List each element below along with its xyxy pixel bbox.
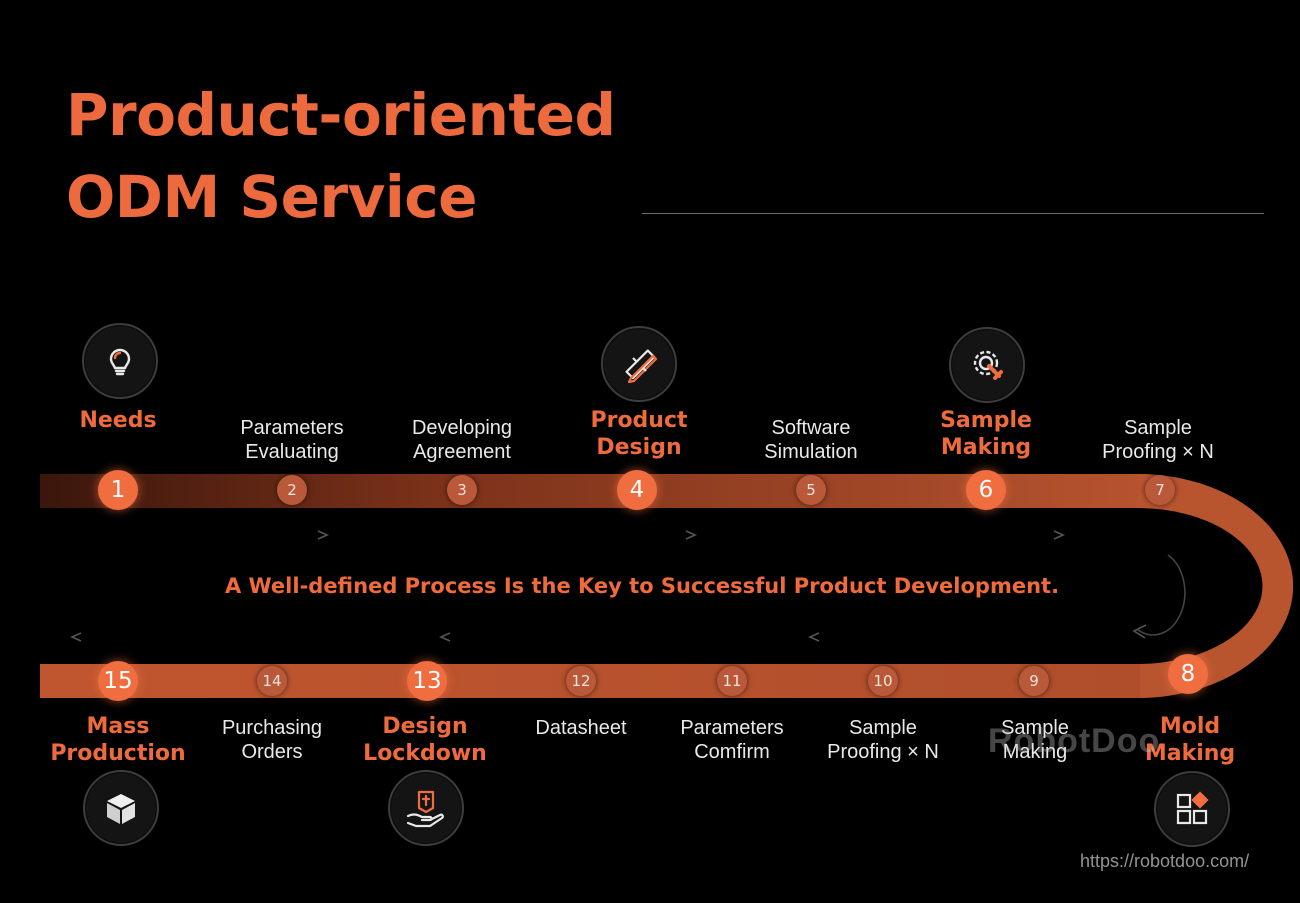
lightbulb-icon (82, 323, 158, 399)
step-label-7: Sample Proofing × N (1102, 416, 1214, 464)
step-node-9: 9 (1019, 666, 1049, 696)
watermark: RobotDoo (988, 722, 1161, 760)
step-label-10-line-1: Sample (849, 717, 917, 739)
step-label-13-line-2: Lockdown (363, 741, 487, 766)
website-url: https://robotdoo.com/ (1080, 851, 1250, 871)
step-label-14-line-1: Purchasing (221, 717, 323, 739)
step-label-9-line-1: Sample (1001, 717, 1069, 739)
title-line-1: Product-oriented (66, 81, 616, 149)
title-divider (642, 213, 1264, 214)
step-label-15: Mass Production (50, 713, 185, 767)
step-label-4-line-1: Product (590, 408, 688, 433)
step-node-1: 1 (98, 470, 138, 510)
box-icon (83, 770, 159, 846)
step-label-7-line-1: Sample (1124, 417, 1192, 439)
step-label-4: Product Design (590, 407, 687, 461)
arrow-right-3-head (1053, 530, 1065, 540)
step-label-6-line-1: Sample (940, 408, 1032, 433)
step-node-4: 4 (617, 470, 657, 510)
step-node-11: 11 (717, 666, 747, 696)
ruler-pencil-icon (601, 326, 677, 402)
step-label-5-line-2: Simulation (764, 441, 858, 463)
step-label-3-line-2: Agreement (413, 441, 511, 463)
step-label-11: Parameters Comfirm (680, 716, 783, 764)
step-label-1: Needs (79, 407, 156, 434)
title-line-2: ODM Service (66, 163, 477, 231)
step-label-14-line-2: Orders (241, 741, 303, 763)
step-node-8: 8 (1168, 654, 1208, 694)
step-node-15: 15 (98, 661, 138, 701)
step-label-4-line-2: Design (596, 435, 682, 460)
grid-blocks-icon (1154, 771, 1230, 847)
step-label-11-line-1: Parameters (680, 717, 784, 739)
gear-wrench-icon (949, 327, 1025, 403)
step-node-7: 7 (1145, 475, 1175, 505)
step-label-10: Sample Proofing × N (827, 716, 939, 764)
step-label-8-line-1: Mold (1159, 714, 1221, 739)
step-node-13: 13 (407, 661, 447, 701)
step-label-10-line-2: Proofing × N (827, 741, 939, 763)
arrow-right-2-head (685, 530, 697, 540)
step-label-3-line-1: Developing (411, 417, 513, 439)
step-label-8: Mold Making (1145, 713, 1235, 767)
step-label-13: Design Lockdown (363, 713, 487, 767)
hand-seal-icon (388, 770, 464, 846)
step-node-5: 5 (796, 475, 826, 505)
step-label-9: Sample Making (1001, 716, 1069, 764)
step-label-1-line-1: Needs (79, 408, 157, 433)
track-curve (1138, 474, 1294, 698)
step-label-12: Datasheet (535, 716, 626, 740)
step-node-12: 12 (566, 666, 596, 696)
step-label-8-line-2: Making (1144, 741, 1236, 766)
step-label-12-line-1: Datasheet (535, 717, 627, 739)
arrow-right-1-head (317, 530, 329, 540)
step-node-10: 10 (868, 666, 898, 696)
top-track (40, 474, 1140, 508)
step-label-5: Software Simulation (764, 416, 857, 464)
step-label-13-line-1: Design (382, 714, 468, 739)
step-node-14: 14 (257, 666, 287, 696)
arrow-left-3-head (808, 632, 820, 642)
tagline: A Well-defined Process Is the Key to Suc… (224, 574, 1060, 598)
step-label-2: Parameters Evaluating (240, 416, 343, 464)
arrow-curve (1137, 554, 1186, 636)
step-node-2: 2 (277, 475, 307, 505)
step-label-5-line-1: Software (771, 417, 851, 439)
arrow-left-1-head (70, 632, 82, 642)
step-node-6: 6 (966, 470, 1006, 510)
step-label-11-line-2: Comfirm (694, 741, 770, 763)
step-label-2-line-2: Evaluating (245, 441, 339, 463)
step-label-15-line-2: Production (50, 741, 186, 766)
step-label-9-line-2: Making (1002, 741, 1068, 763)
step-label-14: Purchasing Orders (222, 716, 322, 764)
arrow-left-2-head (439, 632, 451, 642)
step-node-3: 3 (447, 475, 477, 505)
step-label-2-line-1: Parameters (240, 417, 344, 439)
step-label-6-line-2: Making (940, 435, 1032, 460)
step-label-7-line-2: Proofing × N (1102, 441, 1214, 463)
step-label-3: Developing Agreement (412, 416, 512, 464)
step-label-6: Sample Making (940, 407, 1032, 461)
step-label-15-line-1: Mass (86, 714, 150, 739)
arrow-curve-head (1132, 624, 1147, 639)
